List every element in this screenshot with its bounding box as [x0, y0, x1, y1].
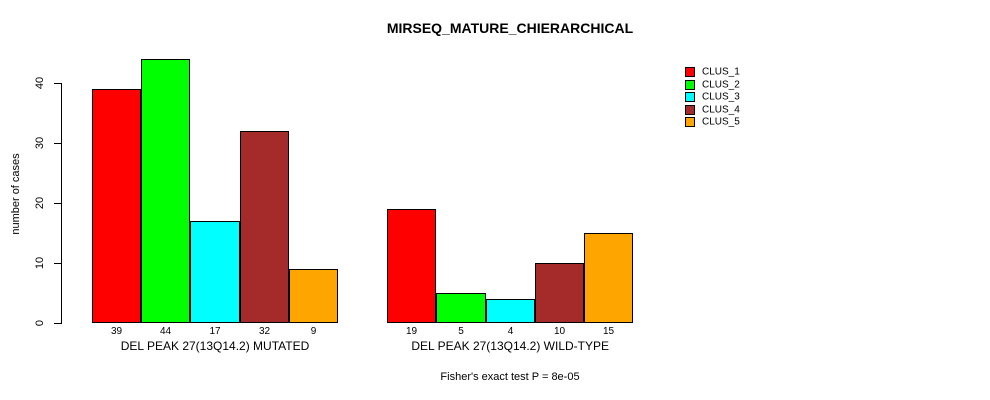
bar-clus_2-category-1 [141, 59, 190, 323]
bar-clus_1-category-2 [387, 209, 436, 323]
y-axis-tick-label: 30 [34, 136, 46, 150]
legend-swatch-clus_2 [685, 79, 695, 90]
legend-swatch-clus_1 [685, 67, 695, 77]
y-axis-line [61, 83, 62, 324]
y-axis-tick-label: 40 [34, 76, 46, 90]
bar-clus_4-category-1 [240, 131, 289, 323]
bar-value-label: 5 [458, 326, 464, 337]
legend-label: CLUS_1 [702, 66, 740, 78]
bar-clus_1-category-1 [92, 89, 141, 323]
legend-swatch-clus_3 [685, 92, 695, 102]
y-axis-tick-label: 0 [34, 319, 46, 327]
bar-value-label: 10 [553, 326, 566, 337]
legend-label: CLUS_2 [702, 79, 740, 90]
category-label: DEL PEAK 27(13Q14.2) MUTATED [120, 339, 310, 353]
bar-clus_2-category-2 [436, 293, 486, 323]
bar-value-label: 9 [310, 326, 317, 337]
bar-clus_3-category-1 [190, 221, 240, 323]
y-axis-tick-label: 20 [34, 196, 46, 210]
legend-swatch-clus_5 [685, 117, 695, 127]
bar-clus_5-category-2 [584, 233, 633, 323]
bar-value-label: 32 [258, 326, 271, 337]
legend-label: CLUS_4 [702, 104, 740, 115]
legend-label: CLUS_3 [702, 91, 740, 103]
bar-value-label: 44 [159, 326, 172, 337]
bar-clus_3-category-2 [486, 299, 535, 323]
category-label: DEL PEAK 27(13Q14.2) WILD-TYPE [411, 339, 610, 353]
annotation-text: Fisher's exact test P = 8e-05 [440, 371, 580, 383]
y-axis-tick [54, 202, 61, 204]
bar-value-label: 39 [110, 326, 123, 337]
y-axis-tick [54, 322, 61, 324]
legend-swatch-clus_4 [685, 104, 695, 115]
y-axis-label: number of cases [10, 153, 22, 235]
bar-clus_5-category-1 [289, 269, 338, 323]
y-axis-tick [54, 82, 61, 84]
bar-value-label: 15 [602, 326, 615, 337]
y-axis-tick [54, 262, 61, 264]
legend-label: CLUS_5 [702, 116, 740, 128]
bar-value-label: 19 [405, 326, 418, 337]
chart-title: MIRSEQ_MATURE_CHIERARCHICAL [386, 20, 634, 36]
y-axis-tick-label: 10 [34, 256, 46, 270]
bar-clus_4-category-2 [535, 263, 584, 323]
y-axis-tick [54, 142, 61, 144]
bar-value-label: 4 [507, 326, 514, 337]
bar-value-label: 17 [209, 326, 221, 337]
